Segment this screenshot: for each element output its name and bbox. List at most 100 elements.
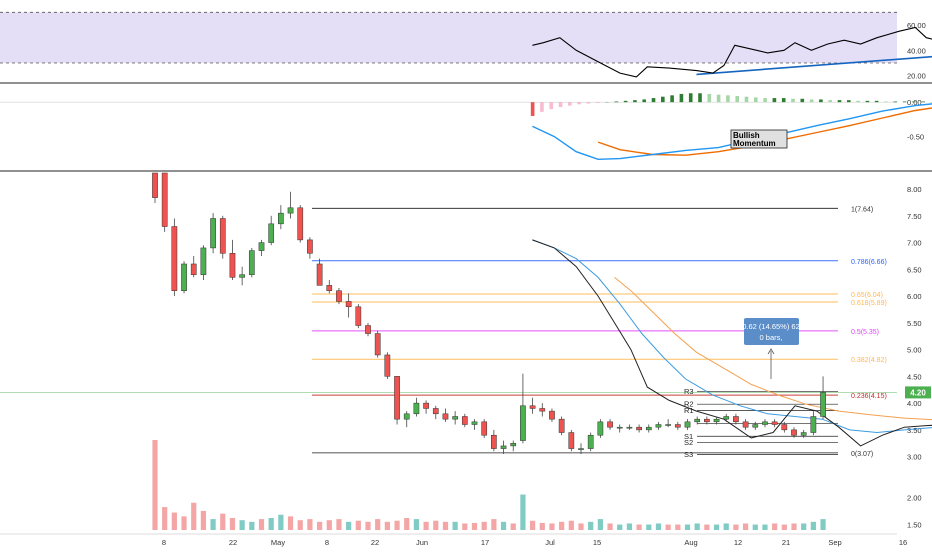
volume-bar	[240, 520, 245, 530]
pivot-label: R1	[684, 406, 694, 415]
candle-body	[743, 422, 748, 427]
volume-bar	[414, 519, 419, 530]
macd-histogram-bar	[568, 102, 572, 105]
macd-histogram-bar	[856, 101, 860, 102]
volume-bar	[404, 518, 409, 530]
volume-bar	[385, 522, 390, 530]
macd-histogram-bar	[670, 95, 674, 102]
bullish-momentum-annotation[interactable]: Bullish Momentum	[731, 130, 787, 148]
volume-bar	[704, 525, 709, 530]
macd-histogram-bar	[689, 93, 693, 102]
candle-body	[549, 411, 554, 419]
volume-bar	[675, 525, 680, 530]
fib-level-label: 0.65(6.04)	[851, 292, 883, 299]
candle-body	[423, 403, 428, 408]
candle-body	[230, 253, 235, 277]
candle-body	[695, 419, 700, 422]
macd-histogram	[531, 93, 932, 116]
volume-bar	[443, 522, 448, 530]
candle-body	[791, 430, 796, 435]
macd-histogram-bar	[763, 98, 767, 102]
macd-histogram-bar	[903, 102, 907, 103]
volume-bar	[269, 518, 274, 530]
time-tick-label: 22	[371, 538, 379, 547]
volume-bar	[210, 519, 215, 530]
macd-histogram-bar	[615, 102, 619, 103]
candle-body	[753, 425, 758, 428]
macd-histogram-bar	[531, 102, 535, 116]
candle-body	[666, 425, 671, 426]
volume-bar	[588, 522, 593, 530]
macd-histogram-bar	[782, 98, 786, 102]
fib-level-label: 0.5(5.35)	[851, 329, 879, 336]
measure-label-line-2: 0 bars,	[760, 333, 783, 342]
candle-body	[375, 334, 380, 355]
macd-histogram-bar	[540, 102, 544, 112]
volume-bar	[636, 525, 641, 530]
macd-histogram-bar	[605, 102, 609, 103]
candle-body	[482, 422, 487, 435]
price-tick-label: 4.50	[907, 372, 922, 381]
candle-body	[704, 419, 709, 422]
macd-histogram-bar	[735, 96, 739, 102]
macd-histogram-bar	[624, 101, 628, 102]
macd-histogram-bar	[754, 97, 758, 102]
volume-bar	[666, 525, 671, 530]
volume-bar	[540, 523, 545, 530]
candle-body	[210, 218, 215, 247]
candle-body	[462, 416, 467, 424]
volume-bar	[656, 523, 661, 530]
volume-bar	[172, 513, 177, 530]
candle-body	[172, 227, 177, 291]
volume-bar	[259, 519, 264, 530]
volume-bar	[220, 514, 225, 530]
candle-body	[181, 264, 186, 291]
candle-body	[453, 416, 458, 419]
time-tick-label: May	[271, 538, 285, 547]
volume-bar	[249, 522, 254, 530]
price-tick-label: 7.50	[907, 212, 922, 221]
macd-histogram-bar	[745, 97, 749, 103]
price-pane: 8.007.507.006.506.005.505.004.504.003.50…	[0, 173, 932, 462]
candle-body	[501, 446, 506, 449]
candle-body	[569, 433, 574, 449]
volume-bar	[685, 525, 690, 530]
volume-bar	[520, 495, 525, 530]
pivot-label: R3	[684, 387, 694, 396]
candle-body	[714, 419, 719, 422]
rsi-overbought-oversold-band	[0, 12, 897, 63]
time-tick-label: 12	[734, 538, 742, 547]
candle-body	[394, 376, 399, 419]
candle-body	[288, 208, 293, 213]
volume-bars	[152, 440, 825, 530]
volume-pane: 2.001.50	[152, 440, 921, 530]
volume-bar	[762, 525, 767, 530]
macd-histogram-bar	[810, 99, 814, 102]
fib-level-label: 0.382(4.82)	[851, 357, 887, 364]
time-tick-label: 15	[593, 538, 601, 547]
candle-body	[336, 291, 341, 302]
pivot-label: S2	[684, 438, 693, 447]
macd-histogram-bar	[559, 102, 563, 107]
volume-tick-label: 2.00	[907, 493, 922, 502]
fib-level-label: 0.786(6.66)	[851, 259, 887, 266]
volume-bar	[433, 521, 438, 530]
volume-bar	[181, 516, 186, 530]
candle-body	[346, 301, 351, 306]
volume-bar	[462, 523, 467, 530]
volume-bar	[501, 522, 506, 530]
macd-histogram-bar	[884, 102, 888, 103]
candle-body	[627, 427, 632, 428]
fib-level-label: 0.618(5.89)	[851, 300, 887, 307]
macd-histogram-bar	[708, 94, 712, 102]
rsi-tick-label: 40.00	[907, 46, 926, 55]
volume-bar	[346, 522, 351, 530]
measure-tool[interactable]: 0.62 (14.65%) 62 0 bars,	[742, 318, 800, 379]
volume-bar	[530, 521, 535, 530]
candle-body	[733, 416, 738, 421]
